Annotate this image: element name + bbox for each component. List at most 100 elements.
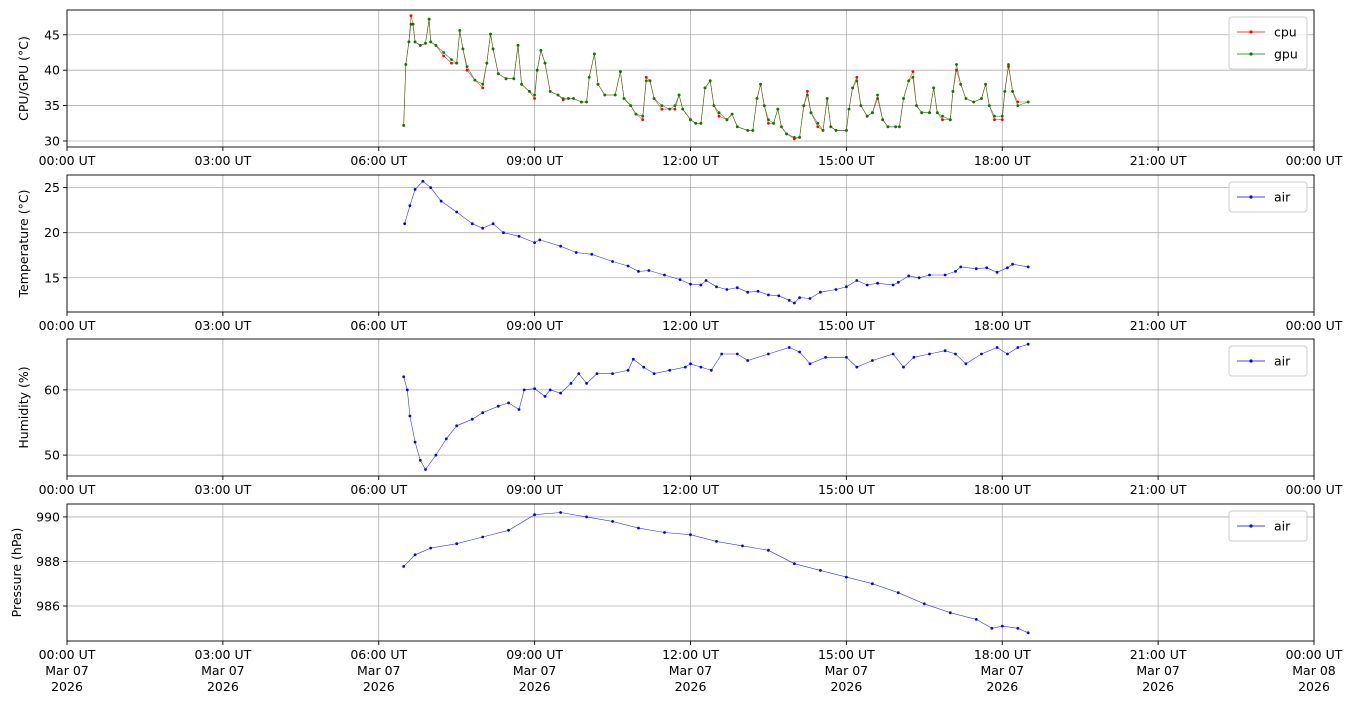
data-point-air <box>720 352 724 356</box>
data-point-air <box>1016 346 1020 349</box>
data-point-gpu <box>845 129 848 132</box>
series-line-cpu <box>403 15 1029 140</box>
data-point-gpu <box>894 125 898 129</box>
y-tick-label: 30 <box>44 133 60 148</box>
x-tick-label: 06:00 UT <box>350 647 407 662</box>
data-point-gpu <box>556 93 560 97</box>
y-tick-label: 15 <box>44 270 60 285</box>
data-point-air <box>834 288 838 291</box>
data-point-gpu <box>809 111 813 115</box>
x-tick-label: 00:00 UT <box>39 647 96 662</box>
data-point-gpu <box>593 52 596 56</box>
data-point-cpu <box>450 61 453 65</box>
data-point-gpu <box>1016 104 1020 107</box>
data-point-gpu <box>409 22 413 26</box>
data-point-air <box>709 368 713 372</box>
y-tick-label: 40 <box>44 63 60 78</box>
data-point-gpu <box>935 111 939 115</box>
data-point-air <box>424 468 427 471</box>
data-point-air <box>793 562 796 566</box>
data-point-air <box>434 453 438 457</box>
x-tick-year: 2026 <box>675 679 707 694</box>
data-point-gpu <box>902 97 905 100</box>
data-point-air <box>824 355 827 359</box>
data-point-air <box>455 210 459 214</box>
data-point-air <box>787 346 791 349</box>
data-point-air <box>642 365 646 369</box>
data-point-gpu <box>703 86 707 90</box>
data-point-air <box>767 293 770 297</box>
data-point-gpu <box>613 93 617 97</box>
data-point-cpu <box>442 54 446 58</box>
x-tick-year: 2026 <box>519 679 551 694</box>
data-point-air <box>1000 624 1004 628</box>
data-point-gpu <box>859 104 863 107</box>
x-tick-date: Mar 07 <box>357 663 400 678</box>
data-point-air <box>819 290 822 294</box>
data-point-gpu <box>413 40 417 44</box>
data-point-air <box>637 526 640 530</box>
data-point-gpu <box>660 104 664 107</box>
data-point-gpu <box>539 49 543 52</box>
x-tick-label: 12:00 UT <box>662 482 719 497</box>
data-point-air <box>502 231 505 235</box>
data-point-gpu <box>816 121 820 125</box>
x-tick-label: 06:00 UT <box>350 482 407 497</box>
data-point-air <box>455 424 459 428</box>
data-point-air <box>871 359 874 362</box>
data-point-gpu <box>455 61 459 65</box>
data-point-air <box>647 269 651 272</box>
legend-marker-cpu <box>1249 30 1253 34</box>
data-point-gpu <box>708 79 712 83</box>
series-line-air <box>403 343 1029 471</box>
data-point-air <box>845 285 848 289</box>
data-point-gpu <box>644 79 648 83</box>
data-point-gpu <box>485 61 489 65</box>
data-point-air <box>974 618 978 621</box>
x-tick-year: 2026 <box>1142 679 1174 694</box>
data-point-air <box>517 234 521 238</box>
x-tick-label: 15:00 UT <box>818 153 875 168</box>
x-tick-label: 18:00 UT <box>974 153 1031 168</box>
data-point-air <box>517 408 521 411</box>
data-point-air <box>974 267 978 271</box>
data-point-gpu <box>876 93 879 97</box>
data-point-gpu <box>668 107 672 111</box>
x-tick-label: 00:00 UT <box>1286 647 1343 662</box>
data-point-air <box>704 279 708 282</box>
subplot-1: 30 35 40 45 CPU/GPU (°C) 00:00 UT 03:00 UT 06:0… <box>16 9 1343 168</box>
data-point-cpu <box>673 107 677 111</box>
y-tick-label: 20 <box>44 225 60 240</box>
data-point-air <box>980 352 983 356</box>
data-point-gpu <box>429 40 433 44</box>
x-tick-label: 00:00 UT <box>39 153 96 168</box>
data-point-gpu <box>402 124 406 127</box>
data-point-gpu <box>424 41 427 45</box>
data-point-gpu <box>941 114 944 118</box>
data-point-air <box>481 535 485 539</box>
data-point-gpu <box>735 125 739 129</box>
data-point-air <box>683 365 687 369</box>
data-point-gpu <box>759 82 762 86</box>
data-point-gpu <box>533 93 536 97</box>
data-point-air <box>1026 265 1030 269</box>
y-tick-label: 45 <box>44 27 60 42</box>
data-point-cpu <box>941 118 944 122</box>
data-point-gpu <box>993 114 996 118</box>
y-axis-label: Pressure (hPa) <box>9 528 24 618</box>
data-point-gpu <box>520 82 523 86</box>
data-point-air <box>402 375 406 379</box>
data-point-gpu <box>825 97 829 100</box>
data-point-air <box>491 222 495 226</box>
data-point-air <box>798 350 801 354</box>
data-point-gpu <box>847 107 851 111</box>
y-tick-label: 986 <box>36 599 60 614</box>
data-point-air <box>590 252 594 256</box>
data-point-air <box>626 264 630 268</box>
x-tick-label: 18:00 UT <box>974 482 1031 497</box>
data-point-air <box>741 544 744 548</box>
data-point-cpu <box>806 90 809 93</box>
data-point-air <box>767 548 770 552</box>
data-point-air <box>543 395 547 398</box>
data-point-gpu <box>928 111 931 115</box>
